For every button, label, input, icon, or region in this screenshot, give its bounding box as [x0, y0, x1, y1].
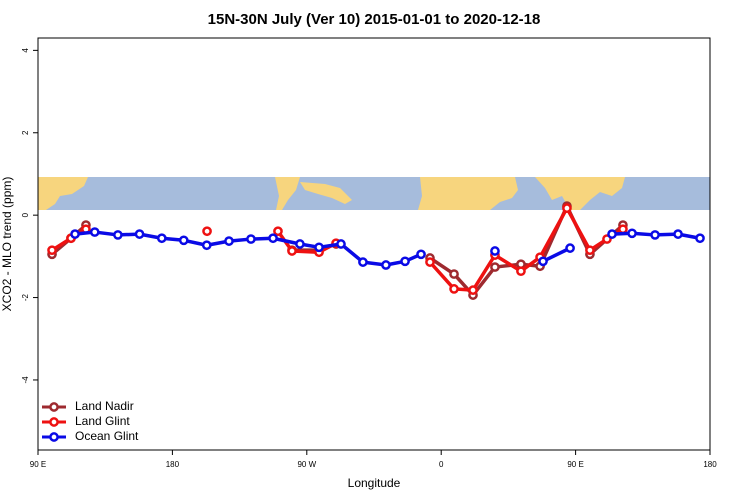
x-tick-label: 90 W: [297, 460, 316, 469]
land: [418, 177, 518, 210]
data-point: [490, 246, 500, 256]
map-band: [38, 177, 710, 210]
land: [38, 177, 88, 210]
y-axis-label: XCO2 - MLO trend (ppm): [0, 177, 14, 312]
data-point: [695, 233, 705, 244]
data-point: [565, 243, 575, 253]
legend-label: Land Nadir: [75, 399, 134, 413]
data-point: [202, 226, 212, 237]
land: [300, 182, 352, 204]
data-point: [607, 229, 617, 239]
x-tick-label: 180: [166, 460, 180, 469]
data-point: [246, 234, 256, 244]
x-axis-label: Longitude: [348, 476, 401, 490]
x-tick-label: 90 E: [30, 460, 46, 469]
y-tick-label: 0: [21, 212, 30, 217]
legend-label: Ocean Glint: [75, 429, 139, 443]
data-point: [650, 230, 660, 240]
data-point: [618, 224, 628, 235]
x-tick-label: 0: [439, 460, 444, 469]
data-point: [178, 235, 189, 246]
data-point: [156, 233, 167, 244]
data-point: [89, 227, 100, 237]
series-line: [50, 204, 625, 297]
data-point: [201, 240, 212, 251]
legend-marker: [49, 402, 59, 412]
data-point: [295, 239, 305, 249]
series-line: [51, 206, 624, 292]
y-tick-label: -4: [21, 376, 30, 384]
y-tick-label: 2: [21, 130, 30, 135]
y-tick-label: -2: [21, 293, 30, 301]
chart-title: 15N-30N July (Ver 10) 2015-01-01 to 2020…: [208, 11, 541, 28]
data-point: [449, 284, 459, 294]
data-point: [516, 266, 526, 277]
data-point: [562, 203, 572, 214]
y-tick-label: 4: [21, 48, 30, 53]
data-point: [538, 256, 548, 267]
plot-frame: [37, 37, 711, 451]
data-point: [273, 226, 283, 237]
data-point: [449, 269, 459, 279]
land: [275, 177, 300, 210]
data-point: [134, 229, 145, 239]
data-point: [113, 230, 123, 240]
data-point: [673, 229, 683, 239]
data-point: [468, 285, 478, 295]
x-tick-label: 90 E: [567, 460, 583, 469]
data-point: [425, 257, 435, 267]
data-point: [314, 242, 324, 253]
data-point: [627, 228, 637, 239]
x-tick-label: 180: [703, 460, 717, 469]
legend-label: Land Glint: [75, 414, 130, 428]
data-point: [336, 239, 346, 249]
data-point: [585, 245, 595, 256]
data-point: [416, 249, 426, 260]
data-point: [287, 246, 297, 256]
data-point: [490, 262, 500, 272]
data-point: [224, 236, 234, 246]
data-point: [381, 260, 391, 270]
data-point: [70, 229, 80, 239]
data-point: [358, 257, 368, 267]
legend-marker: [49, 432, 59, 442]
land: [535, 177, 625, 210]
data-point: [268, 233, 278, 244]
data-point: [400, 256, 410, 267]
legend-marker: [49, 417, 59, 427]
data-point: [47, 245, 57, 256]
